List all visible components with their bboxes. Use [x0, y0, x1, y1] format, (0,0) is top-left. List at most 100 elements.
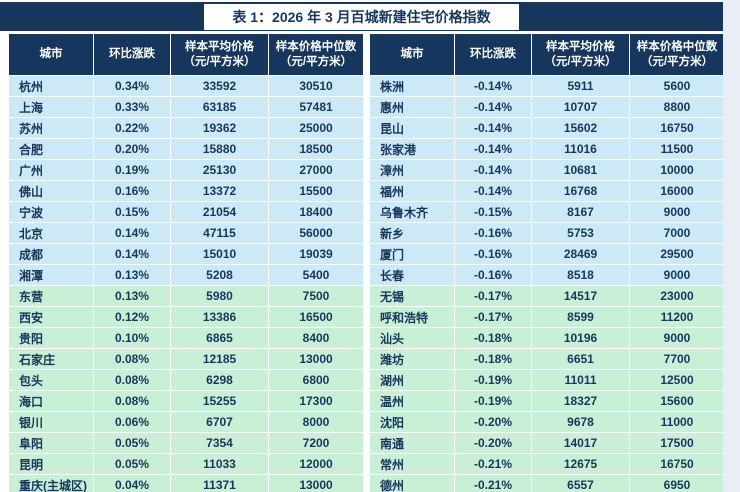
avg-price-cell: 11016	[531, 138, 630, 160]
avg-price-cell: 47115	[170, 222, 269, 244]
column-header: 样本价格中位数 （元/平方米）	[268, 33, 364, 76]
median-price-cell: 11500	[629, 138, 725, 160]
change-cell: 0.04%	[93, 474, 171, 492]
change-cell: 0.16%	[93, 180, 171, 202]
city-cell: 宁波	[8, 201, 94, 223]
change-cell: -0.18%	[454, 348, 532, 370]
table-row: 石家庄 0.08% 12185 13000	[8, 348, 364, 370]
median-price-cell: 8800	[629, 96, 725, 118]
median-price-cell: 16500	[268, 306, 364, 328]
median-price-cell: 7200	[268, 432, 364, 454]
change-cell: 0.12%	[93, 306, 171, 328]
avg-price-cell: 5980	[170, 285, 269, 307]
table-row: 昆明 0.05% 11033 12000	[8, 453, 364, 475]
median-price-cell: 11000	[629, 411, 725, 433]
median-price-cell: 56000	[268, 222, 364, 244]
city-cell: 无锡	[369, 285, 455, 307]
city-cell: 佛山	[8, 180, 94, 202]
avg-price-cell: 5911	[531, 75, 630, 97]
table-row: 阜阳 0.05% 7354 7200	[8, 432, 364, 454]
change-cell: 0.15%	[93, 201, 171, 223]
city-cell: 福州	[369, 180, 455, 202]
column-header: 环比涨跌	[93, 33, 171, 76]
change-cell: 0.22%	[93, 117, 171, 139]
change-cell: 0.10%	[93, 327, 171, 349]
table-row: 海口 0.08% 15255 17300	[8, 390, 364, 412]
avg-price-cell: 12185	[170, 348, 269, 370]
median-price-cell: 7000	[629, 222, 725, 244]
avg-price-cell: 8599	[531, 306, 630, 328]
avg-price-cell: 14017	[531, 432, 630, 454]
city-cell: 德州	[369, 474, 455, 492]
city-cell: 海口	[8, 390, 94, 412]
median-price-cell: 19039	[268, 243, 364, 265]
city-cell: 银川	[8, 411, 94, 433]
city-cell: 长春	[369, 264, 455, 286]
change-cell: -0.15%	[454, 201, 532, 223]
table-row: 上海 0.33% 63185 57481	[8, 96, 364, 118]
change-cell: 0.34%	[93, 75, 171, 97]
change-cell: 0.33%	[93, 96, 171, 118]
table-row: 贵阳 0.10% 6865 8400	[8, 327, 364, 349]
city-cell: 阜阳	[8, 432, 94, 454]
city-cell: 温州	[369, 390, 455, 412]
avg-price-cell: 15602	[531, 117, 630, 139]
city-cell: 广州	[8, 159, 94, 181]
avg-price-cell: 6707	[170, 411, 269, 433]
city-cell: 上海	[8, 96, 94, 118]
avg-price-cell: 9678	[531, 411, 630, 433]
avg-price-cell: 13386	[170, 306, 269, 328]
median-price-cell: 18400	[268, 201, 364, 223]
city-cell: 贵阳	[8, 327, 94, 349]
avg-price-cell: 8518	[531, 264, 630, 286]
change-cell: 0.08%	[93, 348, 171, 370]
table-row: 湘潭 0.13% 5208 5400	[8, 264, 364, 286]
change-cell: -0.17%	[454, 306, 532, 328]
change-cell: -0.19%	[454, 369, 532, 391]
table-row: 广州 0.19% 25130 27000	[8, 159, 364, 181]
city-cell: 呼和浩特	[369, 306, 455, 328]
column-header: 环比涨跌	[454, 33, 532, 76]
table-row: 包头 0.08% 6298 6800	[8, 369, 364, 391]
median-price-cell: 16750	[629, 453, 725, 475]
avg-price-cell: 13372	[170, 180, 269, 202]
median-price-cell: 12000	[268, 453, 364, 475]
median-price-cell: 13000	[268, 348, 364, 370]
median-price-cell: 5400	[268, 264, 364, 286]
city-cell: 惠州	[369, 96, 455, 118]
change-cell: 0.13%	[93, 264, 171, 286]
city-cell: 包头	[8, 369, 94, 391]
table-row: 杭州 0.34% 33592 30510	[8, 75, 364, 97]
change-cell: 0.05%	[93, 432, 171, 454]
avg-price-cell: 11033	[170, 453, 269, 475]
avg-price-cell: 18327	[531, 390, 630, 412]
median-price-cell: 29500	[629, 243, 725, 265]
change-cell: -0.21%	[454, 474, 532, 492]
median-price-cell: 16000	[629, 180, 725, 202]
change-cell: -0.14%	[454, 75, 532, 97]
median-price-cell: 13000	[268, 474, 364, 492]
avg-price-cell: 33592	[170, 75, 269, 97]
change-cell: -0.14%	[454, 138, 532, 160]
table-row: 德州 -0.21% 6557 6950	[369, 474, 725, 492]
change-cell: 0.08%	[93, 369, 171, 391]
city-cell: 昆明	[8, 453, 94, 475]
city-cell: 东营	[8, 285, 94, 307]
city-cell: 株洲	[369, 75, 455, 97]
avg-price-cell: 16768	[531, 180, 630, 202]
avg-price-cell: 19362	[170, 117, 269, 139]
column-header: 城市	[8, 33, 94, 76]
table-row: 东营 0.13% 5980 7500	[8, 285, 364, 307]
median-price-cell: 9000	[629, 201, 725, 223]
city-cell: 合肥	[8, 138, 94, 160]
median-price-cell: 17500	[629, 432, 725, 454]
header-row: 城市 环比涨跌 样本平均价格 （元/平方米） 样本价格中位数 （元/平方米）	[8, 33, 364, 76]
avg-price-cell: 6557	[531, 474, 630, 492]
table-row: 西安 0.12% 13386 16500	[8, 306, 364, 328]
table-row: 张家港 -0.14% 11016 11500	[369, 138, 725, 160]
change-cell: -0.14%	[454, 180, 532, 202]
change-cell: -0.17%	[454, 285, 532, 307]
avg-price-cell: 10681	[531, 159, 630, 181]
median-price-cell: 23000	[629, 285, 725, 307]
median-price-cell: 17300	[268, 390, 364, 412]
